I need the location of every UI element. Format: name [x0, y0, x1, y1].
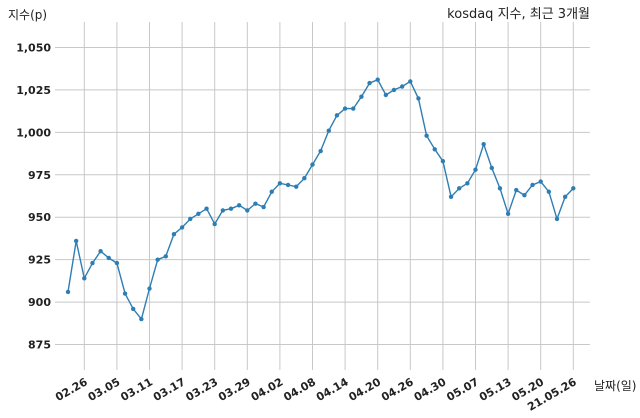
data-point	[342, 106, 348, 111]
data-point	[505, 211, 511, 217]
data-point	[277, 181, 283, 186]
x-tick-label: 03.29	[216, 375, 253, 404]
data-point	[147, 286, 152, 291]
y-tick-label: 900	[28, 296, 51, 309]
data-point	[562, 194, 568, 200]
data-point	[432, 147, 437, 152]
y-tick-label: 925	[28, 254, 51, 267]
data-point	[122, 291, 128, 296]
data-point	[269, 189, 274, 194]
data-point	[481, 142, 486, 147]
data-point	[514, 187, 519, 193]
data-point	[408, 79, 413, 84]
data-point	[473, 167, 478, 172]
data-point	[236, 203, 242, 208]
data-point	[188, 216, 193, 222]
data-point	[351, 106, 356, 111]
data-point	[285, 182, 291, 188]
data-point	[228, 206, 234, 211]
data-point	[82, 276, 87, 281]
data-point	[522, 192, 527, 198]
data-point	[538, 179, 543, 184]
data-point	[106, 255, 111, 261]
data-point	[497, 186, 503, 191]
data-point	[554, 216, 560, 222]
data-point	[261, 204, 266, 210]
y-tick-label: 950	[28, 211, 51, 224]
data-point	[253, 201, 258, 206]
data-point	[204, 206, 209, 211]
x-tick-label: 03.17	[151, 375, 188, 404]
data-point	[73, 238, 79, 244]
data-point	[196, 211, 201, 217]
data-point	[294, 184, 299, 189]
y-tick-label: 1,000	[16, 126, 51, 139]
data-point	[302, 175, 307, 181]
data-point	[457, 186, 462, 191]
data-point	[98, 248, 103, 254]
data-point	[448, 194, 454, 200]
x-tick-label: 04.02	[249, 375, 286, 404]
data-point	[212, 221, 217, 227]
data-point	[114, 260, 120, 266]
data-point	[220, 208, 226, 213]
x-axis-label: 날짜(일)	[594, 379, 636, 393]
data-point	[318, 148, 323, 154]
y-tick-labels: 875 900 925 950 975 1,000 1,025 1,050	[16, 41, 51, 351]
data-point	[399, 84, 405, 89]
x-tick-label: 04.08	[281, 375, 318, 404]
data-point	[424, 133, 429, 138]
data-point	[131, 306, 136, 312]
x-tick-label: 05.13	[477, 375, 514, 404]
data-point	[310, 162, 315, 167]
data-point	[383, 92, 389, 98]
data-point	[375, 77, 380, 82]
data-point	[90, 260, 95, 266]
chart-title: kosdaq 지수, 최근 3개월	[447, 7, 590, 22]
data-point	[571, 186, 576, 191]
data-point	[391, 87, 397, 93]
data-point	[546, 189, 552, 194]
data-point	[334, 113, 340, 118]
data-point	[139, 316, 144, 322]
series-line	[67, 78, 574, 321]
grid	[55, 22, 590, 370]
data-point	[416, 96, 421, 101]
data-point	[65, 289, 71, 295]
data-point	[171, 231, 177, 237]
data-point	[155, 257, 160, 262]
data-point	[465, 181, 470, 186]
y-tick-label: 1,050	[16, 41, 51, 54]
x-tick-label: 03.11	[118, 375, 155, 404]
y-tick-label: 1,025	[16, 84, 51, 97]
x-tick-labels: 02.2603.0503.1103.1703.2303.2904.0204.08…	[53, 375, 579, 414]
y-tick-label: 875	[28, 339, 51, 352]
data-point	[163, 254, 168, 259]
x-tick-label: 03.05	[86, 375, 123, 404]
x-tick-label: 04.30	[412, 375, 449, 404]
x-tick-label: 02.26	[53, 375, 90, 404]
data-point	[359, 94, 364, 99]
x-tick-label: 05.07	[444, 375, 481, 404]
data-point	[179, 225, 185, 230]
data-point	[440, 159, 446, 164]
x-tick-label: 04.14	[314, 375, 351, 404]
data-point	[489, 165, 494, 171]
x-tick-label: 03.23	[184, 375, 221, 404]
x-tick-label: 04.26	[379, 375, 416, 404]
y-tick-label: 975	[28, 169, 51, 182]
data-point	[326, 128, 331, 133]
data-point	[367, 80, 372, 86]
data-point	[530, 182, 535, 188]
x-tick-label: 04.20	[347, 375, 384, 404]
series-layer	[65, 77, 576, 322]
data-point	[245, 208, 250, 213]
y-axis-label: 지수(p)	[8, 8, 47, 22]
